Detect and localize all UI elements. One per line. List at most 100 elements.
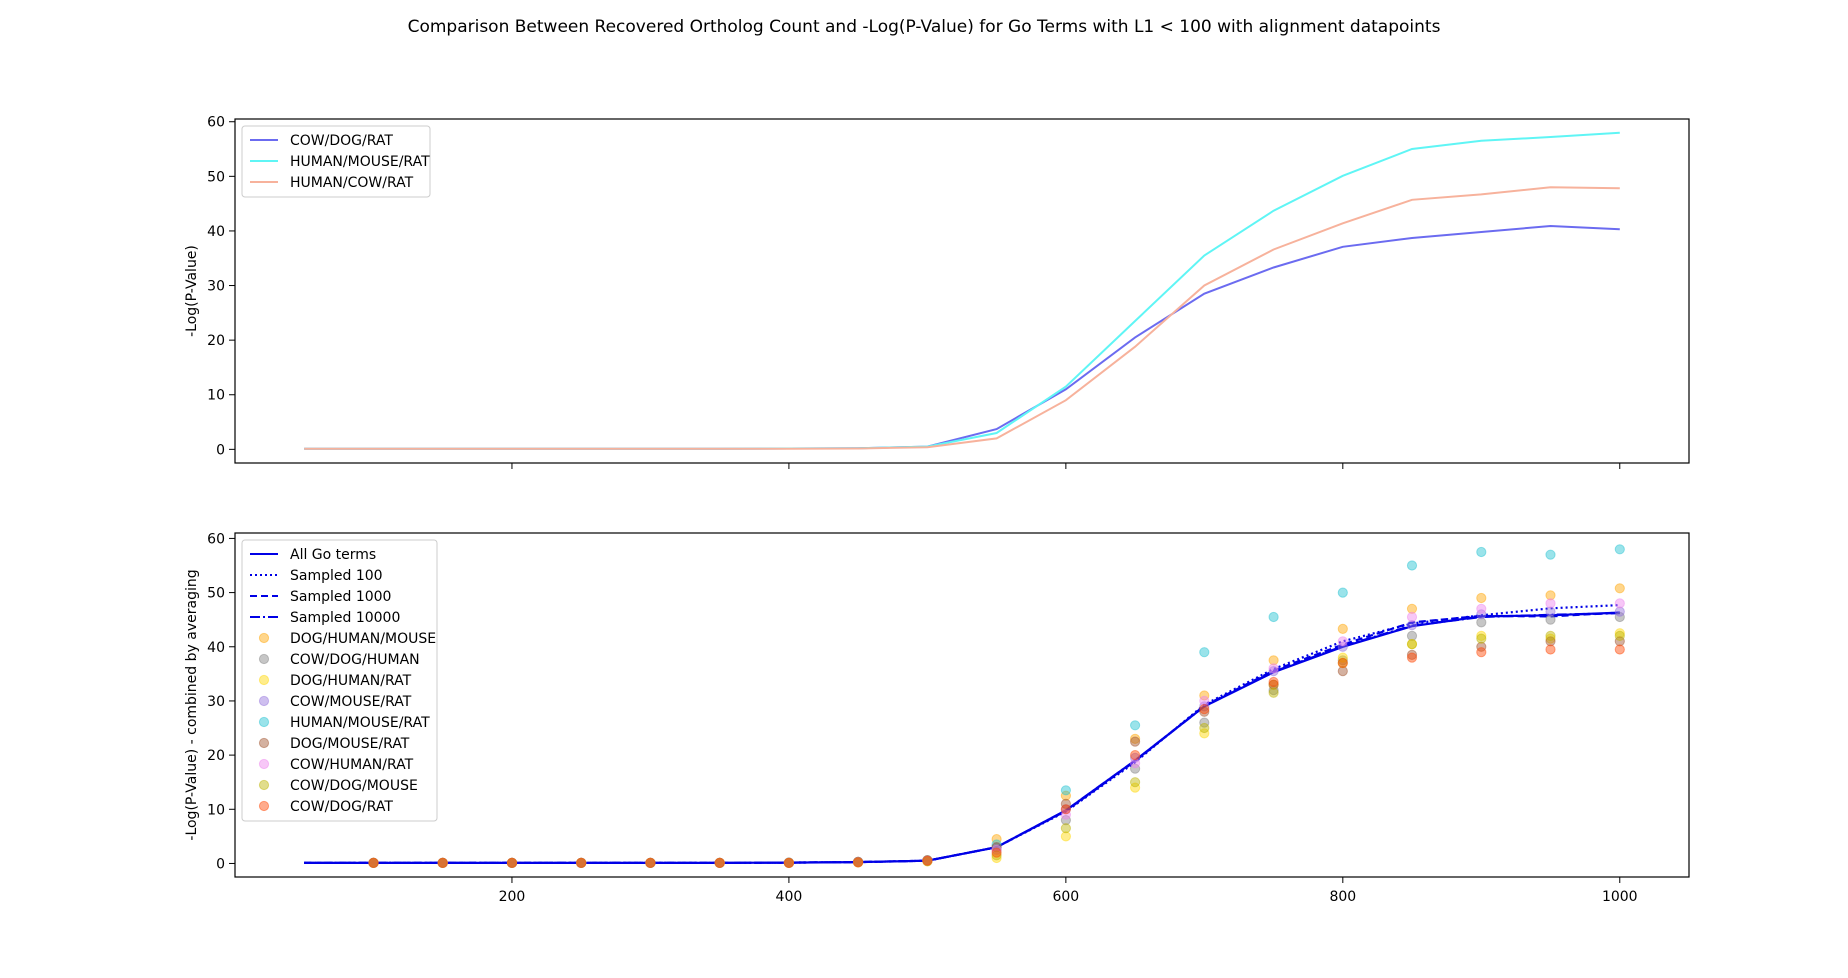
scatter-point-2 — [853, 857, 864, 868]
scatter-point-6 — [1268, 663, 1279, 674]
scatter-point-7 — [922, 856, 933, 867]
scatter-point-1 — [1337, 655, 1348, 666]
legend-label: COW/HUMAN/RAT — [290, 757, 414, 773]
series-line-0 — [304, 611, 1620, 865]
scatter-point-6 — [922, 855, 933, 866]
scatter-point-1 — [991, 844, 1002, 856]
legend-label: COW/DOG/RAT — [290, 133, 393, 149]
scatter-point-2 — [714, 857, 725, 869]
scatter-point-7 — [1614, 630, 1625, 642]
legend-dot-swatch — [258, 758, 270, 770]
scatter-point-0 — [1614, 583, 1625, 594]
scatter-point-7 — [1476, 633, 1487, 644]
legend-dot-swatch — [258, 716, 270, 728]
series-line-0 — [304, 224, 1620, 450]
scatter-point-4 — [714, 857, 725, 869]
scatter-point-4 — [1199, 647, 1210, 658]
y-tick-label: 40 — [207, 224, 225, 240]
scatter-point-5 — [1545, 636, 1556, 647]
scatter-point-5 — [991, 842, 1002, 853]
scatter-point-7 — [576, 857, 587, 869]
scatter-point-2 — [783, 857, 795, 869]
legend-dot-swatch — [258, 674, 270, 686]
legend-label: Sampled 100 — [290, 568, 383, 584]
scatter-point-8 — [1476, 647, 1487, 658]
y-axis-label: -Log(P-Value) — [184, 245, 200, 337]
scatter-point-5 — [922, 855, 933, 866]
series-lines — [304, 131, 1620, 450]
scatter-point-3 — [506, 857, 518, 869]
legend: All Go terms Sampled 100 Sampled 1000 Sampl… — [241, 539, 438, 822]
scatter-point-4 — [1268, 611, 1279, 623]
scatter-point-6 — [1476, 603, 1487, 614]
scatter-point-0 — [991, 834, 1002, 845]
scatter-point-3 — [645, 857, 656, 869]
scatter-point-4 — [645, 857, 656, 869]
y-tick-label: 30 — [207, 279, 225, 295]
scatter-point-1 — [1476, 617, 1487, 628]
scatter-point-6 — [437, 857, 448, 869]
y-tick-label: 0 — [216, 442, 225, 458]
scatter-point-1 — [1614, 611, 1625, 623]
series-line-1 — [304, 131, 1620, 450]
scatter-point-3 — [922, 855, 933, 866]
y-axis-label: -Log(P-Value) - combined by averaging — [184, 569, 200, 840]
scatter-point-3 — [437, 857, 448, 869]
scatter-point-1 — [437, 857, 448, 869]
legend-label: Sampled 1000 — [290, 589, 391, 605]
y-tick-label: 30 — [207, 694, 225, 710]
scatter-point-6 — [368, 857, 379, 869]
scatter-point-1 — [714, 857, 725, 869]
scatter-point-8 — [1614, 644, 1625, 655]
scatter-point-8 — [991, 847, 1002, 858]
scatter-point-8 — [1406, 652, 1418, 663]
legend-label: COW/DOG/HUMAN — [290, 652, 420, 668]
scatter-point-6 — [1130, 758, 1141, 769]
scatter-point-6 — [506, 857, 518, 869]
scatter-point-7 — [1406, 639, 1418, 650]
x-tick-label: 600 — [1052, 889, 1079, 905]
legend-label: COW/DOG/MOUSE — [290, 778, 418, 794]
legend-box — [241, 125, 431, 198]
scatter-point-8 — [922, 855, 933, 866]
scatter-point-7 — [1337, 657, 1348, 669]
axes-frame — [234, 532, 1690, 878]
legend-label: DOG/HUMAN/RAT — [290, 673, 412, 689]
scatter-point-4 — [1614, 544, 1625, 555]
y-tick-label: 60 — [207, 531, 225, 547]
scatter-point-8 — [853, 857, 864, 868]
scatter-point-7 — [1545, 630, 1556, 642]
scatter-point-5 — [1268, 679, 1279, 690]
scatter-point-3 — [1130, 752, 1141, 763]
scatter-point-4 — [1406, 560, 1418, 571]
scatter-point-6 — [1406, 611, 1418, 623]
scatter-point-1 — [1406, 630, 1418, 642]
scatter-point-3 — [1199, 701, 1210, 712]
y-tick-label: 0 — [216, 856, 225, 872]
legend-label: DOG/HUMAN/MOUSE — [290, 631, 436, 647]
x-tick-label: 1000 — [1602, 889, 1638, 905]
scatter-point-0 — [714, 857, 725, 869]
legend-dot-swatch — [258, 800, 270, 812]
scatter-point-5 — [368, 857, 379, 869]
scatter-point-2 — [1199, 728, 1210, 739]
scatter-point-3 — [1614, 606, 1625, 617]
legend-label: HUMAN/MOUSE/RAT — [290, 715, 430, 731]
scatter-point-1 — [1130, 763, 1141, 774]
scatter-point-3 — [1337, 641, 1348, 652]
scatter-point-1 — [368, 857, 379, 869]
legend-label: HUMAN/MOUSE/RAT — [290, 154, 430, 170]
scatter-point-2 — [991, 852, 1002, 864]
scatter-point-0 — [437, 857, 448, 869]
legend-dot-swatch — [258, 737, 270, 749]
legend-box — [241, 539, 438, 822]
scatter-point-6 — [1337, 636, 1348, 647]
scatter-point-8 — [714, 857, 725, 869]
scatter-point-0 — [1337, 623, 1348, 635]
scatter-point-5 — [714, 857, 725, 869]
scatter-point-8 — [437, 857, 448, 869]
scatter-point-7 — [991, 850, 1002, 861]
scatter-point-2 — [576, 857, 587, 869]
scatter-point-0 — [368, 857, 379, 869]
